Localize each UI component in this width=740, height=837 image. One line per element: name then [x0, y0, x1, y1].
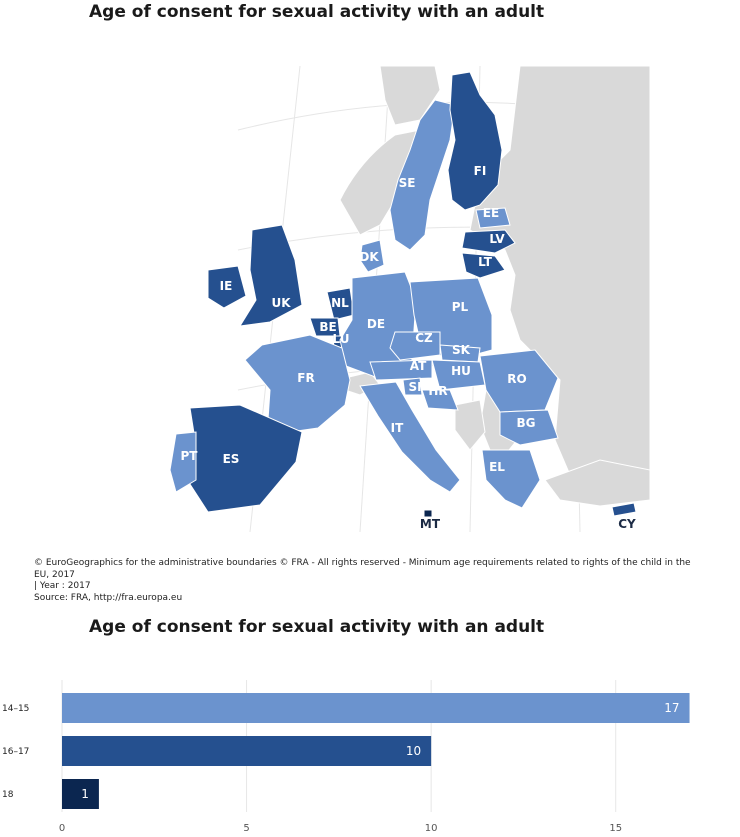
country-fr[interactable]: [244, 334, 351, 433]
country-label-es: ES: [223, 452, 240, 466]
country-label-lu: LU: [333, 332, 350, 346]
country-hr[interactable]: [421, 389, 459, 411]
country-lv[interactable]: [461, 229, 516, 254]
country-label-si: SI: [408, 380, 421, 394]
country-mt[interactable]: [423, 509, 433, 518]
category-label: 14–15: [2, 704, 29, 714]
country-uk[interactable]: [239, 224, 303, 327]
map-credits: © EuroGeographics for the administrative…: [34, 558, 694, 604]
country-label-dk: DK: [359, 250, 379, 264]
country-fi[interactable]: [447, 71, 503, 211]
country-si[interactable]: [402, 377, 423, 396]
bar-chart-title: Age of consent for sexual activity with …: [89, 617, 545, 637]
bar-3[interactable]: [62, 779, 99, 809]
bar-2[interactable]: [62, 736, 432, 766]
bar-value-label: 10: [406, 744, 421, 758]
country-pt[interactable]: [169, 431, 197, 493]
country-label-lv: LV: [489, 232, 505, 246]
country-lt[interactable]: [461, 252, 506, 279]
country-label-fr: FR: [297, 371, 314, 385]
country-label-pt: PT: [181, 449, 199, 463]
country-label-ro: RO: [507, 372, 526, 386]
country-label-de: DE: [367, 317, 385, 331]
country-label-cz: CZ: [415, 331, 433, 345]
credits-line-1: © EuroGeographics for the administrative…: [34, 558, 691, 580]
country-label-nl: NL: [331, 296, 349, 310]
country-dk[interactable]: [359, 239, 385, 273]
credits-line-3: Source: FRA, http://fra.europa.eu: [34, 592, 183, 603]
country-label-lt: LT: [478, 255, 493, 269]
x-tick-label: 5: [243, 823, 249, 832]
country-ie[interactable]: [207, 265, 247, 309]
country-label-fi: FI: [474, 164, 487, 178]
x-tick-label: 0: [59, 823, 65, 832]
country-label-se: SE: [399, 176, 416, 190]
country-ee[interactable]: [475, 207, 511, 229]
bar-value-label: 1: [81, 787, 89, 801]
credits-line-2: | Year : 2017: [34, 581, 91, 591]
country-label-ie: IE: [220, 279, 233, 293]
country-label-uk: UK: [271, 296, 291, 310]
map-title: Age of consent for sexual activity with …: [89, 2, 545, 22]
country-cy[interactable]: [611, 502, 637, 517]
category-label: 18: [2, 790, 14, 800]
country-label-hu: HU: [451, 364, 471, 378]
bar-1[interactable]: [62, 693, 690, 723]
country-label-it: IT: [391, 421, 404, 435]
country-label-sk: SK: [452, 343, 471, 357]
country-label-el: EL: [489, 460, 505, 474]
country-cz[interactable]: [389, 331, 441, 361]
category-label: 16–17: [2, 747, 29, 757]
country-label-hr: HR: [428, 384, 447, 398]
europe-map: SE FI EE LV LT DK IE UK NL BE LU DE PL CZ SK AT HU SI HR RO…: [0, 60, 740, 540]
country-label-mt: MT: [420, 517, 441, 531]
country-label-be: BE: [319, 320, 336, 334]
country-at[interactable]: [369, 359, 433, 381]
country-se[interactable]: [389, 99, 456, 251]
country-label-ee: EE: [483, 206, 499, 220]
country-label-cy: CY: [618, 517, 636, 531]
country-label-bg: BG: [517, 416, 536, 430]
country-bg[interactable]: [499, 409, 559, 446]
bar-value-label: 17: [664, 701, 679, 715]
country-label-pl: PL: [452, 300, 469, 314]
bar-chart: 17 14–15 10 16–17 1 18 0 5 10 15: [0, 660, 740, 834]
x-tick-label: 10: [425, 823, 438, 832]
country-el[interactable]: [481, 449, 541, 509]
x-tick-label: 15: [609, 823, 622, 832]
country-it[interactable]: [359, 381, 461, 493]
country-label-at: AT: [410, 359, 427, 373]
